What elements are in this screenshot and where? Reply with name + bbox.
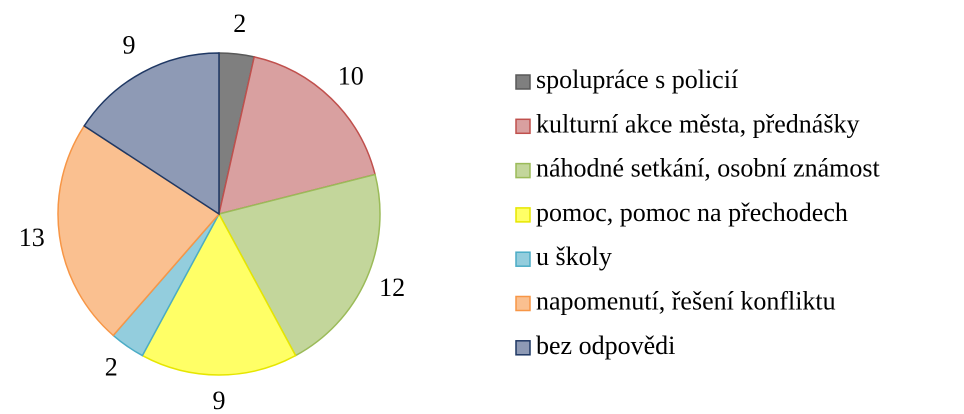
- pie-slice: [141, 212, 297, 376]
- pie-slice: [57, 124, 221, 337]
- legend-swatch: [515, 207, 531, 223]
- data-label: 2: [105, 352, 118, 381]
- legend-swatch: [515, 251, 531, 267]
- legend-label: u školy: [536, 242, 612, 271]
- legend-swatch: [515, 74, 531, 90]
- pie-slice: [218, 56, 376, 216]
- legend-label: spolupráce s policií: [536, 65, 738, 94]
- data-label: 13: [19, 223, 45, 252]
- data-label: 12: [379, 273, 405, 302]
- data-label: 9: [213, 386, 226, 414]
- legend-swatch: [515, 340, 531, 356]
- legend-label: bez odpovědi: [536, 331, 675, 360]
- data-label: 2: [233, 9, 246, 38]
- legend-label: napomenutí, řešení konfliktu: [536, 286, 836, 315]
- legend-label: pomoc, pomoc na přechodech: [536, 198, 848, 227]
- data-label: 10: [338, 61, 364, 90]
- legend-swatch: [515, 118, 531, 135]
- pie-slice: [217, 173, 381, 357]
- legend-label: náhodné setkání, osobní známost: [536, 154, 880, 183]
- legend-swatch: [515, 295, 531, 312]
- data-label: 9: [123, 31, 136, 60]
- legend-label: kulturní akce města, přednášky: [536, 109, 859, 138]
- pie-slice: [83, 52, 220, 216]
- legend-swatch: [515, 162, 531, 179]
